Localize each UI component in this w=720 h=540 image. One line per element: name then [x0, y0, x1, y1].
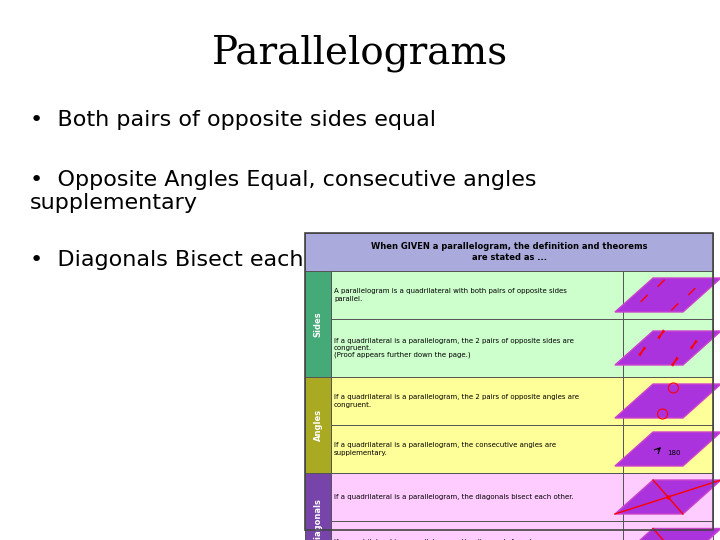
Bar	[305, 233, 713, 530]
Bar	[305, 473, 331, 540]
Polygon shape	[615, 331, 720, 365]
Polygon shape	[615, 432, 720, 466]
Text: If a quadrilateral is a parallelogram, the 2 pairs of opposite sides are
congrue: If a quadrilateral is a parallelogram, t…	[334, 338, 574, 358]
Polygon shape	[615, 278, 720, 312]
Text: Parallelograms: Parallelograms	[212, 35, 508, 72]
Bar	[623, 473, 713, 521]
Bar	[331, 425, 623, 473]
Bar	[623, 377, 713, 425]
Text: If a quadrilateral is a parallelogram, the consecutive angles are
supplementary.: If a quadrilateral is a parallelogram, t…	[334, 442, 556, 456]
Text: Diagonals: Diagonals	[313, 498, 323, 540]
Bar	[623, 425, 713, 473]
Polygon shape	[615, 480, 720, 514]
Text: A parallelogram is a quadrilateral with both pairs of opposite sides
parallel.: A parallelogram is a quadrilateral with …	[334, 288, 567, 301]
Bar	[331, 271, 623, 319]
Text: If a quadrilateral is a parallelogram, the 2 pairs of opposite angles are
congru: If a quadrilateral is a parallelogram, t…	[334, 395, 579, 408]
Polygon shape	[615, 384, 720, 418]
Text: If a quadrilateral is a parallelogram, the diagonals form two
congruent triangle: If a quadrilateral is a parallelogram, t…	[334, 539, 542, 540]
Text: •  Diagonals Bisect each other: • Diagonals Bisect each other	[30, 250, 370, 270]
Bar	[623, 521, 713, 540]
Text: 180: 180	[667, 450, 680, 456]
Text: Sides: Sides	[313, 311, 323, 337]
Bar	[331, 473, 623, 521]
Bar	[305, 271, 331, 377]
Polygon shape	[615, 529, 720, 540]
Bar	[331, 377, 623, 425]
Text: Angles: Angles	[313, 409, 323, 441]
Text: When GIVEN a parallelogram, the definition and theorems
are stated as ...: When GIVEN a parallelogram, the definiti…	[371, 242, 647, 262]
Bar	[623, 319, 713, 377]
Bar	[331, 521, 623, 540]
Text: If a quadrilateral is a parallelogram, the diagonals bisect each other.: If a quadrilateral is a parallelogram, t…	[334, 494, 574, 500]
Text: •  Opposite Angles Equal, consecutive angles
supplementary: • Opposite Angles Equal, consecutive ang…	[30, 170, 536, 213]
Text: •  Both pairs of opposite sides equal: • Both pairs of opposite sides equal	[30, 110, 436, 130]
Bar	[623, 271, 713, 319]
Bar	[305, 377, 331, 473]
Bar	[305, 233, 713, 271]
Bar	[331, 319, 623, 377]
